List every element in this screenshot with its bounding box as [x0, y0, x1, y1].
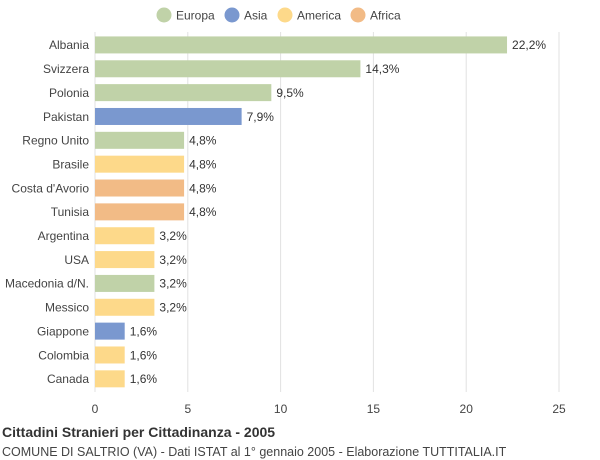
legend-label-america: America [297, 9, 341, 23]
value-label-colombia: 1,6% [130, 348, 158, 362]
value-label-tunisia: 4,8% [189, 205, 217, 219]
value-label-usa: 3,2% [159, 253, 187, 267]
bar-albania [95, 36, 508, 54]
category-label-pakistan: Pakistan [43, 110, 89, 124]
legend-label-europa: Europa [176, 9, 215, 23]
category-label-usa: USA [64, 253, 89, 267]
legend-swatch-america [277, 7, 293, 23]
value-label-messico: 3,2% [159, 301, 187, 315]
bar-tunisia [95, 203, 185, 221]
legend: Europa Asia America Africa [156, 7, 401, 23]
value-label-pakistan: 7,9% [247, 110, 275, 124]
bar-canada [95, 370, 125, 388]
bar-svizzera [95, 60, 361, 78]
x-tick-label-10: 10 [274, 402, 288, 416]
category-label-macedonia-d-n: Macedonia d/N. [5, 277, 89, 291]
legend-label-asia: Asia [244, 9, 268, 23]
category-label-argentina: Argentina [38, 229, 90, 243]
chart-subtitle: COMUNE DI SALTRIO (VA) - Dati ISTAT al 1… [2, 445, 507, 459]
x-tick-label-20: 20 [460, 402, 474, 416]
x-tick-label-0: 0 [92, 402, 99, 416]
legend-swatch-africa [350, 7, 366, 23]
bar-polonia [95, 84, 272, 102]
x-tick-label-5: 5 [184, 402, 191, 416]
value-label-argentina: 3,2% [159, 229, 187, 243]
bar-colombia [95, 346, 125, 364]
category-label-svizzera: Svizzera [43, 62, 89, 76]
legend-label-africa: Africa [370, 9, 401, 23]
value-label-giappone: 1,6% [130, 324, 158, 338]
category-label-giappone: Giappone [37, 324, 89, 338]
category-label-costa-d-avorio: Costa d'Avorio [12, 181, 90, 195]
labels: Albania 22,2% Svizzera 14,3% Polonia 9,5% Paki… [5, 38, 546, 386]
value-label-costa-d-avorio: 4,8% [189, 181, 217, 195]
value-label-macedonia-d-n: 3,2% [159, 277, 187, 291]
bar-argentina [95, 227, 155, 245]
value-label-polonia: 9,5% [276, 86, 304, 100]
category-label-polonia: Polonia [49, 86, 89, 100]
category-label-brasile: Brasile [52, 157, 89, 171]
bar-macedonia-d-n [95, 274, 155, 292]
chart-title: Cittadini Stranieri per Cittadinanza - 2… [2, 424, 276, 440]
x-tick-label-25: 25 [552, 402, 566, 416]
value-label-albania: 22,2% [512, 38, 546, 52]
category-label-tunisia: Tunisia [51, 205, 90, 219]
x-axis: 0 5 10 15 20 25 [92, 402, 566, 416]
value-label-canada: 1,6% [130, 372, 158, 386]
category-label-canada: Canada [47, 372, 89, 386]
category-label-messico: Messico [45, 301, 89, 315]
bar-messico [95, 298, 155, 316]
value-label-svizzera: 14,3% [365, 62, 399, 76]
legend-swatch-asia [224, 7, 240, 23]
bars [95, 36, 508, 388]
value-label-brasile: 4,8% [189, 157, 217, 171]
legend-swatch-europa [156, 7, 172, 23]
bar-brasile [95, 155, 185, 173]
value-label-regno-unito: 4,8% [189, 134, 217, 148]
category-label-albania: Albania [49, 38, 89, 52]
x-tick-label-15: 15 [367, 402, 381, 416]
bar-giappone [95, 322, 125, 340]
bar-regno-unito [95, 131, 185, 149]
bar-costa-d-avorio [95, 179, 185, 197]
bar-chart: Europa Asia America Africa Albania 22,2% Sviz… [5, 7, 566, 416]
bar-usa [95, 251, 155, 269]
category-label-colombia: Colombia [38, 348, 89, 362]
category-label-regno-unito: Regno Unito [22, 134, 89, 148]
bar-pakistan [95, 107, 242, 125]
